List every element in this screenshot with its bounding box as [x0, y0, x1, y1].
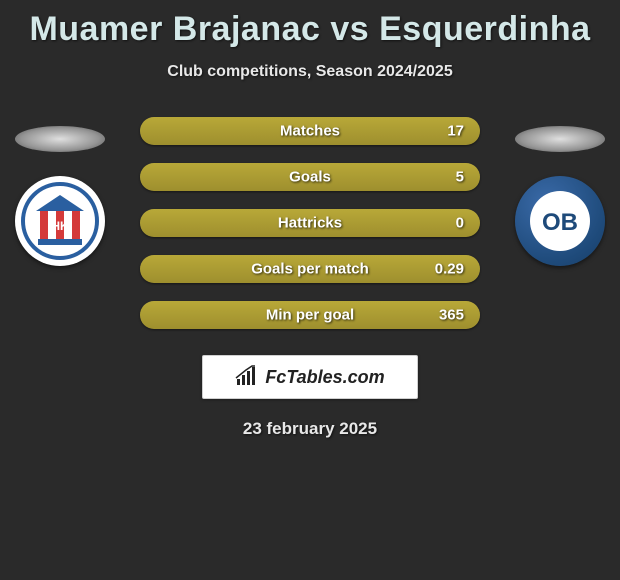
- page-title: Muamer Brajanac vs Esquerdinha: [0, 0, 620, 49]
- stat-label: Hattricks: [278, 215, 342, 232]
- stat-value: 17: [447, 123, 464, 140]
- stat-row-min-per-goal: Min per goal 365: [140, 301, 480, 329]
- stat-row-goals: Goals 5: [140, 163, 480, 191]
- stat-row-matches: Matches 17: [140, 117, 480, 145]
- fctables-text: FcTables.com: [265, 367, 384, 388]
- player-shadow-right: [515, 126, 605, 152]
- date-label: 23 february 2025: [0, 419, 620, 439]
- odense-bk-badge-icon: OB: [520, 181, 600, 261]
- stat-row-hattricks: Hattricks 0: [140, 209, 480, 237]
- player-shadow-left: [15, 126, 105, 152]
- stat-label: Goals: [289, 169, 331, 186]
- stat-row-goals-per-match: Goals per match 0.29: [140, 255, 480, 283]
- stat-label: Goals per match: [251, 261, 369, 278]
- stat-label: Min per goal: [266, 307, 354, 324]
- team-badge-right: OB: [515, 176, 605, 266]
- stat-value: 0.29: [435, 261, 464, 278]
- team-badge-left: HK: [15, 176, 105, 266]
- bar-chart-icon: [235, 365, 259, 389]
- stat-value: 365: [439, 307, 464, 324]
- stat-label: Matches: [280, 123, 340, 140]
- stat-value: 5: [456, 169, 464, 186]
- svg-text:HK: HK: [51, 219, 69, 233]
- svg-text:OB: OB: [542, 209, 578, 236]
- subtitle: Club competitions, Season 2024/2025: [0, 63, 620, 81]
- hobro-ik-badge-icon: HK: [20, 181, 100, 261]
- stat-value: 0: [456, 215, 464, 232]
- fctables-logo[interactable]: FcTables.com: [202, 355, 418, 399]
